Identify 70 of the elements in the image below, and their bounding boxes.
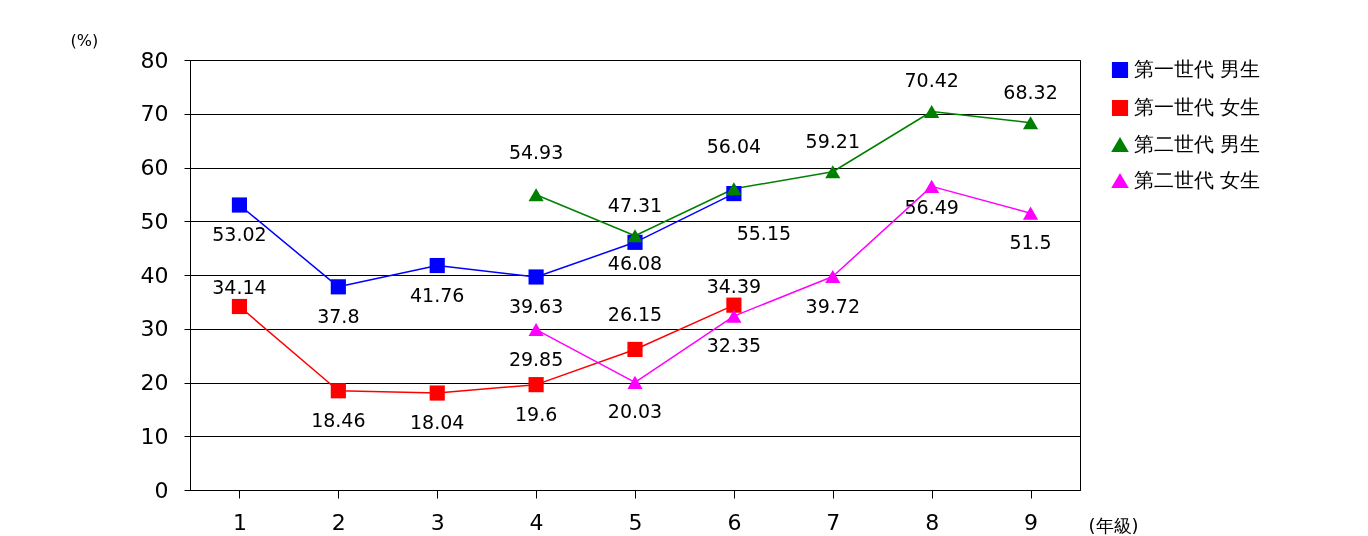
legend-label: 第二世代 女生 [1134,168,1261,192]
data-label: 20.03 [607,400,663,423]
point [528,188,544,202]
point [528,377,544,393]
x-tick-label: 6 [727,509,742,535]
point [825,165,841,179]
point [330,383,346,399]
y-tick-label: 20 [140,370,169,395]
point [627,341,643,358]
data-label: 34.39 [706,275,762,298]
data-label: 56.49 [904,196,959,219]
point [726,182,742,196]
data-label: 70.42 [904,69,959,92]
data-label: 39.63 [508,294,564,317]
data-label: 54.93 [508,140,564,163]
point [231,197,248,213]
x-tick-label: 9 [1024,509,1039,535]
y-tick-label: 30 [140,316,169,342]
point [231,298,248,315]
y-tick-label: 0 [154,477,169,503]
data-label: 26.15 [607,303,663,326]
x-tick-label: 7 [826,509,841,535]
data-label: 19.6 [514,402,558,425]
x-tick-label: 2 [331,509,346,535]
point [429,385,445,401]
point [528,269,544,285]
data-label: 32.35 [706,334,762,357]
y-tick-label: 50 [140,208,169,234]
point [330,279,346,295]
data-label: 41.76 [410,283,465,306]
point [924,179,940,193]
y-tick-label: 10 [140,423,169,449]
legend-label: 第一世代 女生 [1134,95,1261,119]
data-label: 47.31 [607,193,663,216]
data-label: 46.08 [607,252,663,275]
point [1022,206,1039,220]
y-tick-label: 70 [140,101,169,127]
x-axis-title: (年級) [1088,514,1139,536]
x-tick-label: 1 [232,509,247,535]
data-label: 53.02 [212,223,267,246]
x-tick-label: 4 [529,509,544,535]
legend-label: 第一世代 男生 [1134,57,1261,81]
point [1022,116,1039,130]
data-label: 37.8 [317,304,360,327]
point [726,297,742,313]
x-tick-label: 5 [628,509,643,535]
data-label: 18.46 [311,408,366,431]
data-label: 39.72 [805,294,860,317]
y-tick-label: 60 [140,155,169,180]
data-label: 29.85 [508,347,564,370]
point [924,104,940,119]
data-label: 68.32 [1003,80,1058,103]
point [627,375,643,389]
point [627,229,643,243]
data-label: 56.04 [706,134,762,157]
point [429,257,445,274]
data-label: 34.14 [212,276,267,299]
data-label: 59.21 [805,129,860,152]
point [825,269,841,284]
point [726,309,742,323]
y-tick-label: 40 [140,262,169,288]
y-axis-title: (%) [70,30,99,50]
data-label: 55.15 [736,221,792,244]
legend-label: 第二世代 男生 [1134,132,1261,156]
data-label: 51.5 [1009,231,1052,254]
x-tick-label: 8 [925,509,940,535]
y-tick-label: 80 [140,47,169,73]
data-label: 18.04 [410,411,465,434]
x-tick-label: 3 [430,509,445,535]
point [528,322,544,337]
